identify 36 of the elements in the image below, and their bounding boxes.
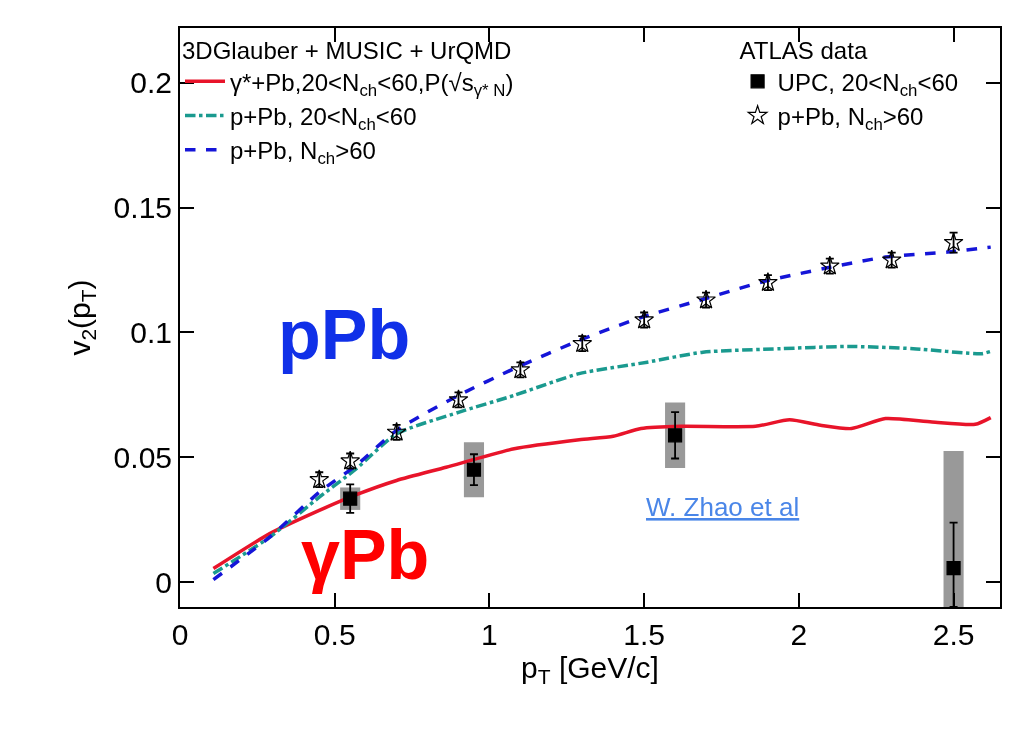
text: 3DGlauber + MUSIC + UrQMD [182, 37, 512, 65]
y-tick-label: 0.2 [130, 66, 172, 100]
point [946, 560, 961, 576]
x-tick-label: 1 [481, 618, 498, 651]
y-tick-label: 0.15 [113, 191, 172, 225]
point [309, 469, 330, 489]
x-tick-label: 2.5 [932, 618, 975, 651]
point [510, 359, 531, 379]
annotation: pPb [278, 296, 411, 374]
point [819, 255, 840, 275]
point [634, 309, 655, 329]
point [943, 232, 964, 252]
point [386, 421, 407, 441]
x-axis-title: p$_{T}$ [GeV/c] [521, 651, 659, 689]
point [448, 389, 469, 409]
x-tick-label: 0.5 [313, 618, 356, 651]
point [696, 289, 716, 309]
bar [943, 451, 964, 607]
x-tick-label: 1.5 [623, 618, 666, 651]
annotation: γPb [301, 516, 430, 594]
y-tick-label: 0.1 [130, 315, 172, 349]
text: ATLAS data [739, 37, 868, 65]
point [572, 333, 593, 353]
annotation: W. Zhao et al [646, 492, 800, 522]
y-tick-label: 0.05 [113, 440, 172, 474]
point [881, 249, 902, 269]
legend-label: p+Pb, 20<N$_{ch}$<60 [230, 102, 417, 134]
point [667, 428, 683, 443]
y-tick-label: 0 [155, 565, 172, 599]
x-tick-label: 2 [790, 618, 808, 651]
legend-label: γ*+Pb,20<N$_{ch}$<60,P(√s$_{γ* N}$) [230, 68, 514, 100]
legend-label: UPC, 20<N$_{ch}$<60 [777, 68, 959, 100]
legend-label: p+Pb, N$_{ch}$>60 [230, 137, 376, 169]
legend-label: p+Pb, N$_{ch}$>60 [777, 102, 924, 134]
point [758, 272, 778, 292]
point [340, 450, 361, 470]
